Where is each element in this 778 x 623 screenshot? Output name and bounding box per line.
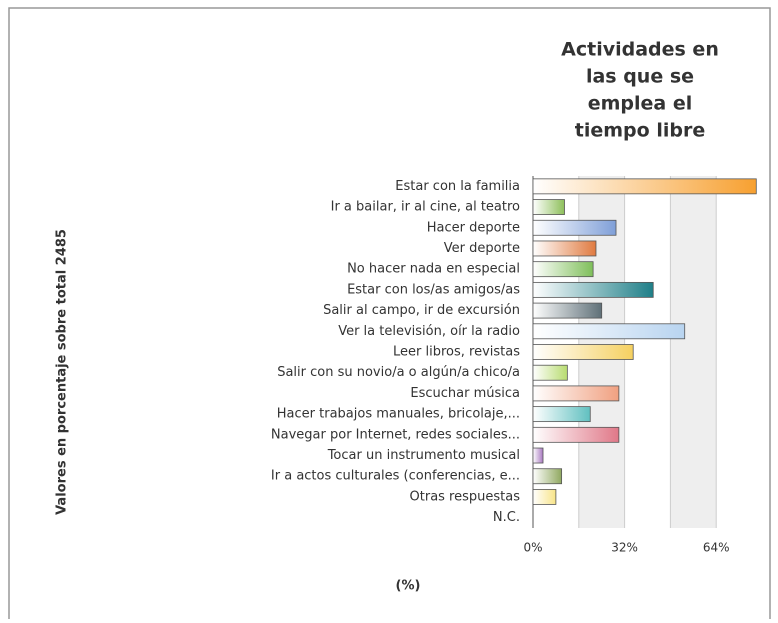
y-tick-label: Salir con su novio/a o algún/a chico/a bbox=[277, 365, 520, 380]
bar bbox=[532, 261, 594, 278]
y-tick-label: Ver la televisión, oír la radio bbox=[338, 324, 520, 339]
bar bbox=[532, 447, 544, 464]
y-tick-label: N.C. bbox=[493, 510, 520, 525]
y-tick-label: Estar con los/as amigos/as bbox=[347, 282, 520, 297]
y-tick-label: Ir a actos culturales (conferencias, e..… bbox=[271, 469, 520, 484]
grid-band bbox=[670, 176, 717, 528]
bar bbox=[532, 406, 591, 423]
y-tick-label: Escuchar música bbox=[410, 386, 520, 401]
bar bbox=[532, 199, 565, 215]
y-tick-label: Hacer deporte bbox=[427, 220, 520, 235]
frame bbox=[8, 7, 771, 619]
y-tick-label: Ir a bailar, ir al cine, al teatro bbox=[331, 200, 520, 215]
x-tick-label: 32% bbox=[611, 541, 638, 555]
bar bbox=[532, 281, 654, 298]
bar bbox=[532, 489, 557, 505]
chart-title: las que se bbox=[586, 66, 694, 88]
y-tick-label: Leer libros, revistas bbox=[393, 345, 520, 360]
bar bbox=[532, 240, 597, 257]
x-axis-label: (%) bbox=[396, 579, 421, 594]
y-tick-label: Salir al campo, ir de excursión bbox=[323, 303, 520, 318]
bar bbox=[532, 468, 563, 485]
y-tick-label: Hacer trabajos manuales, bricolaje,... bbox=[277, 407, 520, 422]
bar bbox=[532, 178, 757, 195]
x-tick-label: 64% bbox=[703, 541, 730, 555]
bar bbox=[532, 364, 568, 381]
y-tick-label: Tocar un instrumento musical bbox=[327, 448, 520, 463]
chart-title: tiempo libre bbox=[575, 120, 705, 142]
y-tick-label: Otras respuestas bbox=[410, 489, 521, 504]
bar bbox=[532, 219, 617, 236]
bar bbox=[532, 385, 620, 402]
y-axis-label: Valores en porcentaje sobre total 2485 bbox=[55, 229, 70, 515]
x-tick-label: 0% bbox=[523, 541, 542, 555]
chart-title: Actividades en bbox=[561, 39, 719, 61]
bar bbox=[532, 302, 603, 319]
y-tick-label: Navegar por Internet, redes sociales... bbox=[271, 427, 520, 442]
y-tick-label: No hacer nada en especial bbox=[347, 262, 520, 277]
bar bbox=[532, 426, 620, 443]
bar bbox=[532, 344, 634, 360]
bar bbox=[532, 323, 686, 340]
chart-title: emplea el bbox=[588, 93, 693, 115]
y-tick-label: Estar con la familia bbox=[395, 179, 520, 194]
y-tick-label: Ver deporte bbox=[444, 241, 520, 256]
